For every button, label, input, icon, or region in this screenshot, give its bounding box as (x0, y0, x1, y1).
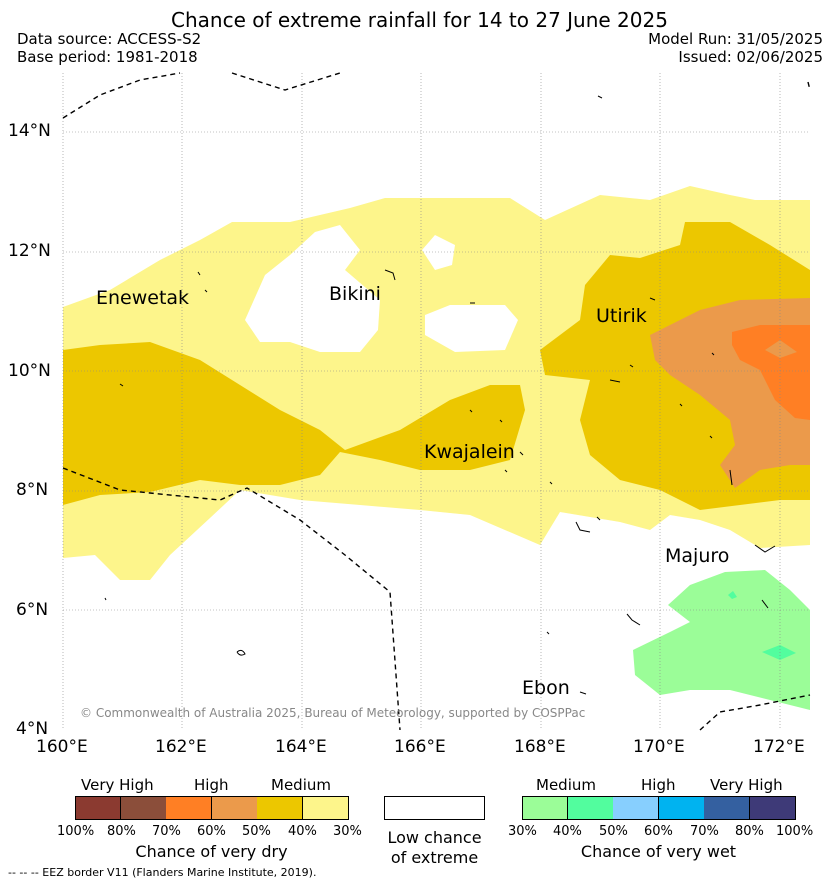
wet-tick-40: 40% (553, 824, 582, 839)
dry-swatch-3 (211, 796, 258, 820)
place-ebon: Ebon (522, 677, 570, 699)
dry-tick-30: 30% (333, 824, 362, 839)
dry-heading-medium: Medium (271, 776, 331, 794)
place-utirik: Utirik (596, 305, 647, 327)
eez-borders (62, 72, 811, 731)
wet-caption: Chance of very wet (580, 842, 737, 861)
dry-swatch-4 (257, 796, 303, 820)
lat-label-12n: 12°N (8, 241, 51, 261)
dry-tick-70: 70% (152, 824, 181, 839)
eez-footnote: -- -- -- EEZ border V11 (Flanders Marine… (8, 866, 317, 879)
place-kwajalein: Kwajalein (424, 441, 515, 463)
low-chance-hole-2 (425, 305, 518, 352)
low-chance-caption: Low chance of extreme (374, 828, 495, 868)
map-title: Chance of extreme rainfall for 14 to 27 … (171, 8, 668, 32)
dry-swatch-5 (302, 796, 349, 820)
dry-40-50-region (63, 342, 525, 505)
place-enewetak: Enewetak (96, 287, 190, 309)
dry-swatch-2 (166, 796, 212, 820)
wet-tick-80: 80% (735, 824, 764, 839)
lat-label-6n: 6°N (16, 600, 49, 620)
lat-label-10n: 10°N (8, 361, 51, 381)
rainfall-map (62, 72, 811, 731)
place-majuro: Majuro (665, 545, 730, 567)
lon-label-166e: 166°E (394, 737, 446, 757)
dry-50-60-patch (765, 340, 797, 358)
wet-swatch-3 (658, 796, 705, 820)
wet-heading-very-high: Very High (710, 776, 783, 794)
issued-text: Issued: 02/06/2025 (678, 48, 823, 66)
wet-tick-50: 50% (599, 824, 628, 839)
dry-caption: Chance of very dry (135, 842, 288, 861)
base-period-text: Base period: 1981-2018 (17, 48, 198, 66)
dry-tick-80: 80% (107, 824, 136, 839)
island-marks (104, 95, 776, 695)
lon-label-162e: 162°E (155, 737, 207, 757)
wet-30-40-region (633, 570, 810, 710)
wet-tick-100: 100% (776, 824, 814, 839)
dry-swatch-1 (120, 796, 167, 820)
lon-label-160e: 160°E (36, 737, 88, 757)
low-chance-hole-bikini (245, 225, 380, 352)
data-source-text: Data source: ACCESS-S2 (17, 30, 202, 48)
wet-40-50-patch (762, 645, 796, 660)
wet-swatch-2 (613, 796, 659, 820)
dry-tick-100: 100% (57, 824, 95, 839)
wet-40-50-dot (728, 591, 737, 599)
low-chance-swatch (384, 796, 485, 820)
low-chance-line1: Low chance (387, 828, 482, 847)
low-chance-hole-1 (422, 235, 455, 270)
dry-heading-very-high: Very High (81, 776, 154, 794)
lat-label-8n: 8°N (16, 480, 49, 500)
wet-swatch-1 (567, 796, 614, 820)
lon-label-170e: 170°E (633, 737, 685, 757)
meta-left: Data source: ACCESS-S2 Base period: 1981… (17, 30, 201, 66)
dry-heading-high: High (194, 776, 229, 794)
copyright-text: © Commonwealth of Australia 2025, Bureau… (80, 706, 586, 720)
low-chance-line2: of extreme (390, 848, 479, 867)
wet-heading-medium: Medium (536, 776, 596, 794)
meta-right: Model Run: 31/05/2025 Issued: 02/06/2025 (648, 30, 823, 66)
lat-label-4n: 4°N (16, 719, 49, 739)
dry-tick-60: 60% (197, 824, 226, 839)
model-run-text: Model Run: 31/05/2025 (648, 30, 823, 48)
place-bikini: Bikini (329, 283, 381, 305)
dry-tick-50: 50% (242, 824, 271, 839)
wet-swatch-4 (704, 796, 750, 820)
dry-tick-40: 40% (288, 824, 317, 839)
lat-label-14n: 14°N (8, 121, 51, 141)
wet-tick-70: 70% (690, 824, 719, 839)
dry-swatch-0 (75, 796, 121, 820)
lon-label-172e: 172°E (753, 737, 805, 757)
wet-heading-high: High (641, 776, 676, 794)
lon-label-168e: 168°E (514, 737, 566, 757)
wet-tick-60: 60% (644, 824, 673, 839)
wet-tick-30: 30% (508, 824, 537, 839)
wet-swatch-0 (522, 796, 568, 820)
lon-label-164e: 164°E (275, 737, 327, 757)
wet-swatch-5 (749, 796, 796, 820)
